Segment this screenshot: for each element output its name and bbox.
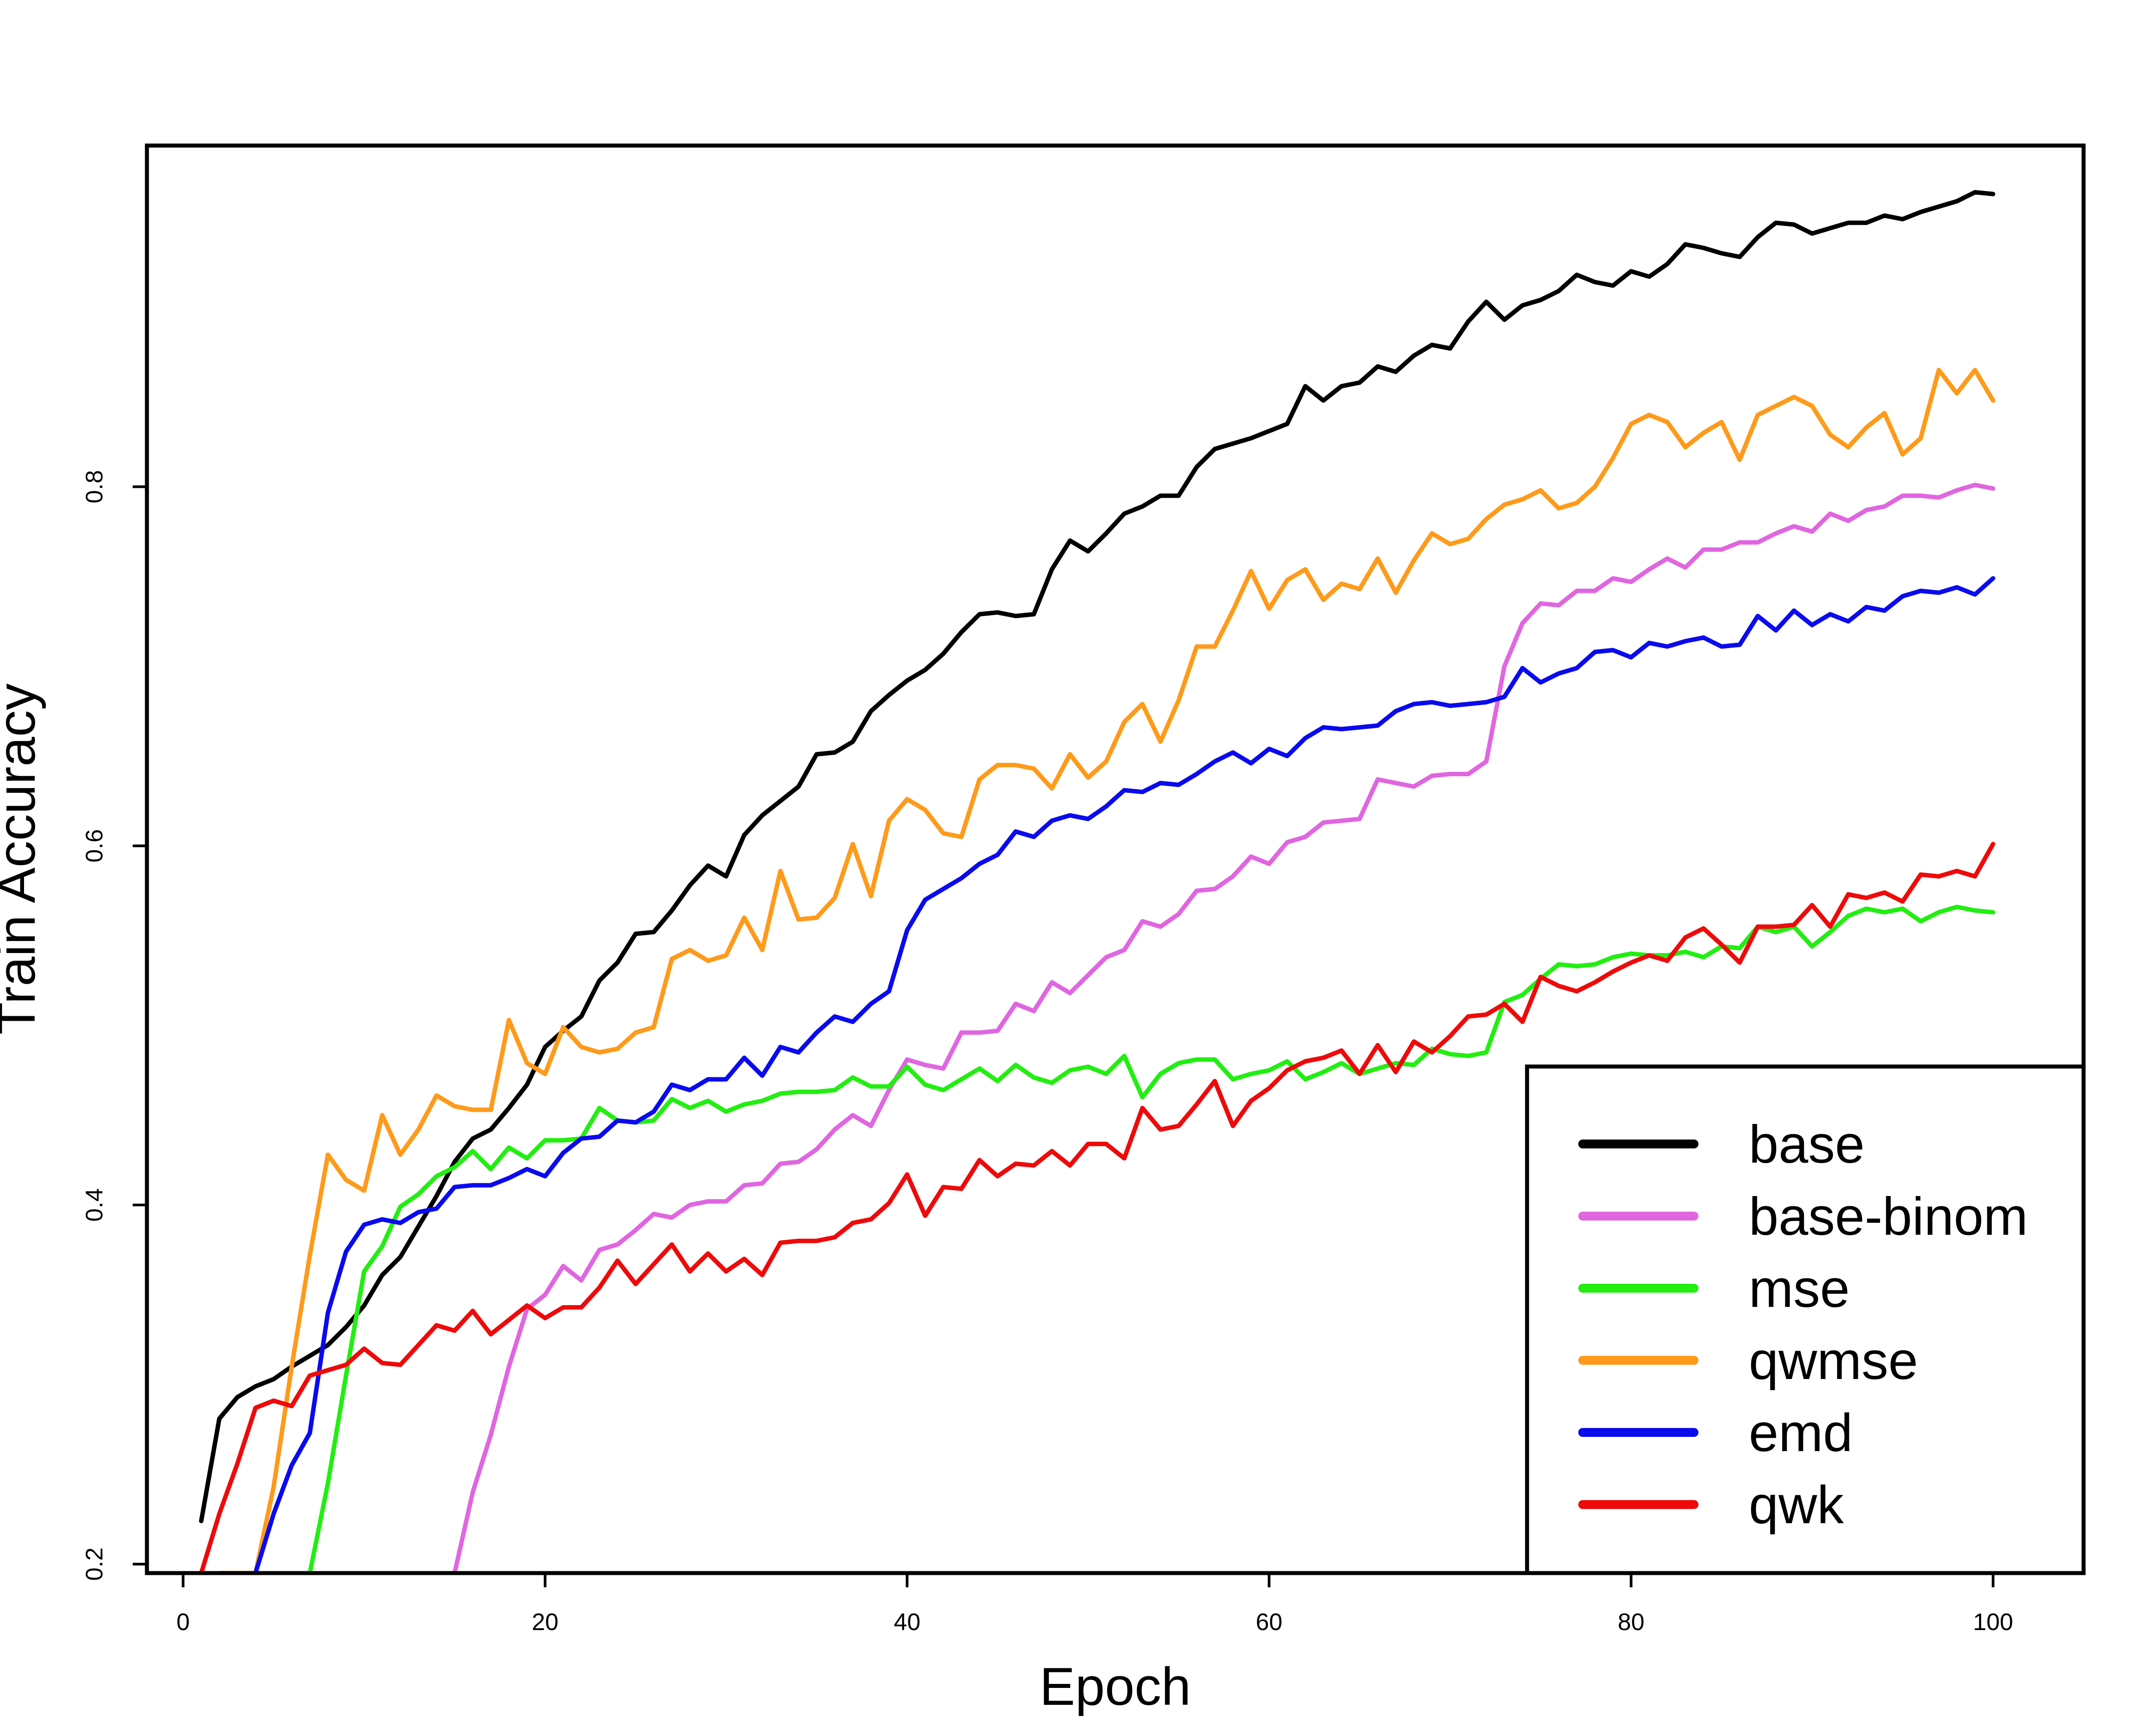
legend-label-qwmse: qwmse [1749, 1331, 1918, 1391]
series-line-qwmse [217, 368, 1995, 1573]
y-axis-title: Train Accuracy [0, 683, 46, 1034]
y-tick-label: 0.2 [81, 1547, 108, 1581]
series-line-mse [307, 905, 1995, 1573]
y-tick-label: 0.4 [81, 1188, 108, 1221]
legend-label-base-binom: base-binom [1749, 1187, 2028, 1246]
legend: base base-binom mse qwmse emd qwk [1525, 1064, 2086, 1575]
legend-label-base: base [1749, 1115, 1865, 1174]
x-axis: 0 20 40 60 80 100 [176, 1573, 2013, 1635]
x-tick-label: 100 [1973, 1609, 2013, 1635]
y-axis: 0.2 0.4 0.6 0.8 [81, 470, 147, 1581]
series-layer [199, 190, 1995, 1573]
y-tick-label: 0.6 [81, 829, 108, 863]
legend-label-mse: mse [1749, 1259, 1850, 1318]
legend-box [1525, 1064, 2086, 1575]
x-tick-label: 80 [1618, 1609, 1645, 1635]
plot-frame [145, 143, 2086, 1575]
series-line-qwk [199, 842, 1995, 1573]
x-tick-label: 40 [894, 1609, 920, 1635]
x-tick-label: 60 [1256, 1609, 1283, 1635]
series-line-base [199, 190, 1995, 1523]
series-line-base-binom [452, 483, 1995, 1573]
legend-label-qwk: qwk [1749, 1475, 1844, 1535]
x-tick-label: 0 [176, 1609, 190, 1635]
series-line-emd [253, 576, 1995, 1573]
x-axis-title: Epoch [1040, 1657, 1191, 1716]
legend-label-emd: emd [1749, 1403, 1853, 1463]
x-tick-label: 20 [532, 1609, 558, 1635]
y-tick-label: 0.8 [81, 470, 108, 503]
